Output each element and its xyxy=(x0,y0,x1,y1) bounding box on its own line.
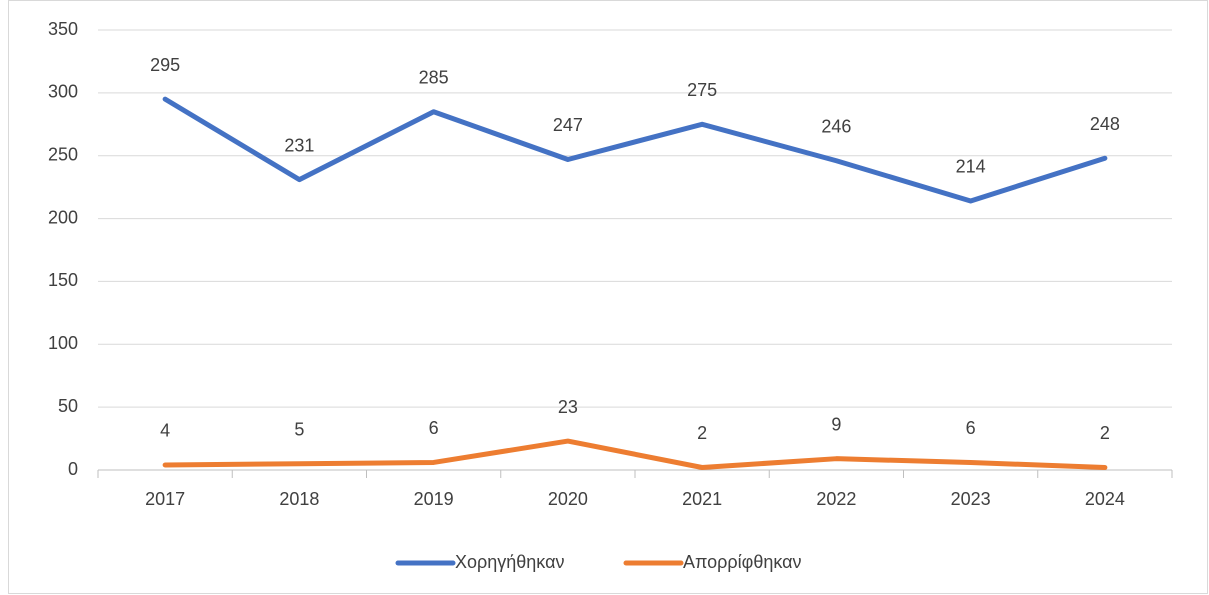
x-tick-label: 2023 xyxy=(951,489,991,509)
y-tick-label: 350 xyxy=(48,19,78,39)
legend-label: Χορηγήθηκαν xyxy=(455,552,565,572)
data-label: 4 xyxy=(160,421,170,441)
data-label: 9 xyxy=(831,414,841,434)
data-label: 6 xyxy=(429,418,439,438)
y-tick-label: 0 xyxy=(68,459,78,479)
data-label: 231 xyxy=(284,135,314,155)
x-tick-label: 2019 xyxy=(414,489,454,509)
y-tick-label: 50 xyxy=(58,396,78,416)
y-tick-label: 200 xyxy=(48,207,78,227)
y-tick-label: 100 xyxy=(48,333,78,353)
y-tick-label: 300 xyxy=(48,82,78,102)
x-tick-label: 2017 xyxy=(145,489,185,509)
data-label: 247 xyxy=(553,115,583,135)
x-tick-label: 2021 xyxy=(682,489,722,509)
line-series xyxy=(162,96,1108,204)
data-label: 285 xyxy=(419,67,449,87)
data-label: 6 xyxy=(966,418,976,438)
data-label: 248 xyxy=(1090,114,1120,134)
data-label: 2 xyxy=(697,423,707,443)
legend-label: Απορρίφθηκαν xyxy=(683,552,802,572)
y-tick-label: 150 xyxy=(48,270,78,290)
data-label: 246 xyxy=(821,116,851,136)
data-label: 23 xyxy=(558,397,578,417)
line-series xyxy=(162,438,1108,470)
x-tick-label: 2020 xyxy=(548,489,588,509)
data-label: 5 xyxy=(294,419,304,439)
data-label: 2 xyxy=(1100,423,1110,443)
x-tick-label: 2022 xyxy=(816,489,856,509)
x-tick-label: 2018 xyxy=(279,489,319,509)
data-label: 275 xyxy=(687,80,717,100)
data-label: 214 xyxy=(956,157,986,177)
x-tick-label: 2024 xyxy=(1085,489,1125,509)
y-tick-label: 250 xyxy=(48,144,78,164)
chart-border xyxy=(8,0,1208,594)
data-label: 295 xyxy=(150,55,180,75)
